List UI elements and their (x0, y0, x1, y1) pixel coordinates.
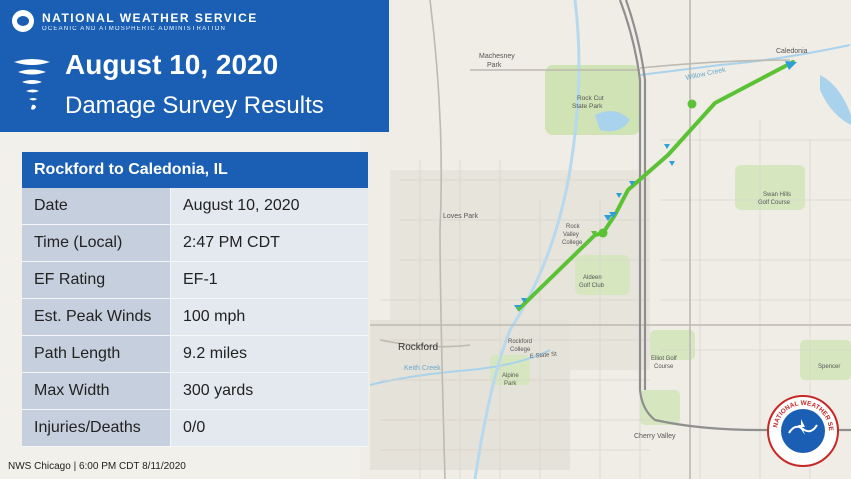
row-label: Time (Local) (22, 225, 170, 261)
map-label: Elliot Golf (651, 356, 677, 362)
table-row: Date August 10, 2020 (22, 188, 368, 225)
map-label: Park (487, 62, 502, 69)
row-label: Injuries/Deaths (22, 410, 170, 446)
damage-point (687, 99, 697, 109)
map-label: Golf Course (758, 200, 791, 206)
agency-name: NATIONAL WEATHER SERVICE (42, 11, 258, 25)
row-value: 0/0 (170, 410, 368, 446)
map-label: Machesney (479, 53, 515, 60)
table-row: EF Rating EF-1 (22, 262, 368, 299)
page-title-subtitle: Damage Survey Results (65, 92, 324, 119)
interstate (618, 0, 851, 432)
table-row: Injuries/Deaths 0/0 (22, 410, 368, 447)
nws-seal-icon: NATIONAL WEATHER SERVICE (767, 395, 839, 467)
map-label: Park (504, 381, 517, 387)
map-label: Rockford (398, 342, 438, 353)
row-value: 2:47 PM CDT (170, 225, 368, 261)
street-grid (380, 120, 851, 479)
map-label: Valley (563, 232, 579, 238)
map-label: Aldeen (583, 275, 602, 281)
tornado-icon (14, 59, 50, 110)
map-label: Keith Creek (404, 365, 441, 372)
row-value: 100 mph (170, 299, 368, 335)
row-value: 300 yards (170, 373, 368, 409)
map-label: E State St (530, 352, 558, 360)
row-value: EF-1 (170, 262, 368, 298)
map-label: College (510, 347, 531, 353)
row-label: EF Rating (22, 262, 170, 298)
row-label: Est. Peak Winds (22, 299, 170, 335)
title-banner: NATIONAL WEATHER SERVICE OCEANIC AND ATM… (0, 0, 389, 132)
map-label: Spencer (818, 364, 840, 370)
footer-credit: NWS Chicago | 6:00 PM CDT 8/11/2020 (8, 461, 186, 472)
page-title-date: August 10, 2020 (65, 49, 279, 80)
survey-summary-table: Rockford to Caledonia, IL Date August 10… (22, 152, 368, 447)
row-label: Max Width (22, 373, 170, 409)
table-heading: Rockford to Caledonia, IL (22, 152, 368, 188)
map-label: Course (654, 364, 674, 370)
table-row: Est. Peak Winds 100 mph (22, 299, 368, 336)
roads (370, 0, 851, 479)
map-label: Swan Hills (763, 192, 791, 198)
track-end-arrow-icon (785, 61, 797, 70)
row-label: Date (22, 188, 170, 224)
row-value: 9.2 miles (170, 336, 368, 372)
map-label: Golf Club (579, 283, 605, 289)
map-label: Loves Park (443, 213, 479, 220)
noaa-logo-icon (12, 10, 34, 32)
map-label: Caledonia (776, 48, 808, 55)
map-label: Rockford (508, 339, 532, 345)
map-label: Rock (566, 224, 581, 230)
table-row: Max Width 300 yards (22, 373, 368, 410)
map-label: College (562, 240, 583, 246)
damage-point (598, 228, 608, 238)
table-row: Time (Local) 2:47 PM CDT (22, 225, 368, 262)
map-label: State Park (572, 103, 603, 110)
row-value: August 10, 2020 (170, 188, 368, 224)
map-label: Rock Cut (577, 95, 604, 102)
map-label: Cherry Valley (634, 433, 676, 440)
table-row: Path Length 9.2 miles (22, 336, 368, 373)
map-label: Alpine (502, 373, 519, 379)
tornado-track (514, 60, 797, 312)
agency-subtitle: OCEANIC AND ATMOSPHERIC ADMINISTRATION (42, 26, 227, 32)
row-label: Path Length (22, 336, 170, 372)
